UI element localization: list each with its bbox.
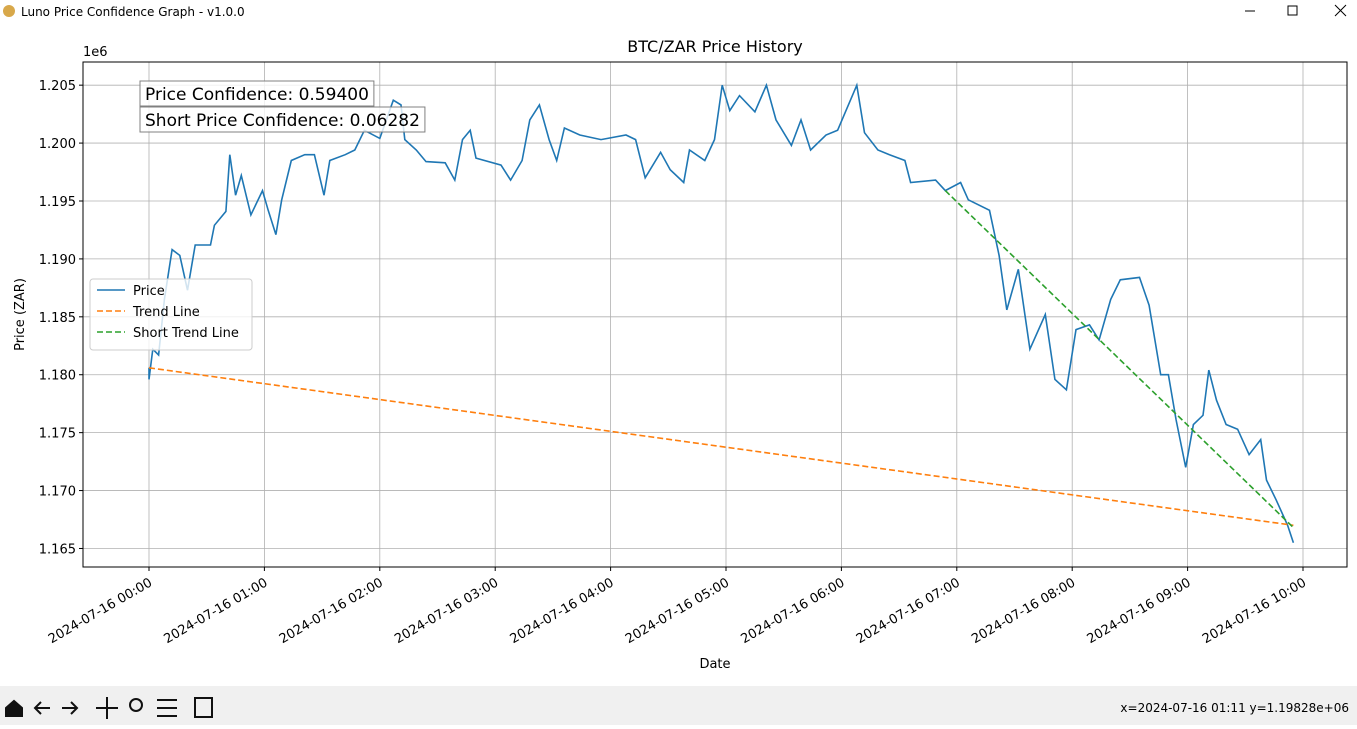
configure-button[interactable]	[157, 699, 177, 717]
forward-button[interactable]	[62, 701, 79, 715]
pan-button[interactable]	[96, 697, 118, 719]
toolbar	[0, 686, 1357, 725]
legend-label: Short Trend Line	[133, 326, 239, 341]
y-axis-label: Price (ZAR)	[13, 278, 28, 351]
series-line	[944, 190, 1294, 529]
x-tick-label: 2024-07-16 00:00	[46, 575, 155, 647]
y-tick-label: 1.170	[39, 485, 76, 500]
x-tick-label: 2024-07-16 01:00	[161, 575, 270, 647]
x-tick-label: 2024-07-16 07:00	[854, 575, 963, 647]
y-tick-label: 1.205	[39, 79, 76, 94]
save-button[interactable]	[194, 697, 213, 718]
home-button[interactable]	[5, 699, 23, 717]
legend-label: Trend Line	[132, 305, 200, 320]
x-tick-label: 2024-07-16 02:00	[277, 575, 386, 647]
y-tick-label: 1.195	[39, 195, 76, 210]
x-tick-label: 2024-07-16 09:00	[1085, 575, 1194, 647]
legend-label: Price	[133, 284, 165, 299]
x-tick-label: 2024-07-16 08:00	[969, 575, 1078, 647]
x-tick-label: 2024-07-16 06:00	[738, 575, 847, 647]
annotation-text: Short Price Confidence: 0.06282	[145, 111, 420, 131]
legend-box	[89, 278, 253, 351]
window-title: Luno Price Confidence Graph - v1.0.0	[21, 5, 245, 19]
title-bar	[0, 0, 1357, 22]
maximize-button[interactable]	[1287, 5, 1298, 16]
x-tick-label: 2024-07-16 04:00	[508, 575, 617, 647]
zoom-button[interactable]	[129, 698, 143, 712]
annotation-text: Price Confidence: 0.59400	[145, 85, 369, 105]
annotation: Short Price Confidence: 0.06282	[139, 106, 426, 133]
chart-title: BTC/ZAR Price History	[627, 37, 803, 56]
status-text: x=2024-07-16 01:11 y=1.19828e+06	[1120, 701, 1349, 715]
app-icon	[3, 5, 15, 17]
x-axis-label: Date	[699, 657, 730, 672]
x-tick-label: 2024-07-16 05:00	[623, 575, 732, 647]
y-offset-label: 1e6	[83, 45, 108, 60]
back-button[interactable]	[33, 701, 50, 715]
y-tick-label: 1.175	[39, 427, 76, 442]
annotation-box	[139, 106, 426, 133]
y-tick-label: 1.165	[39, 542, 76, 557]
y-tick-label: 1.180	[39, 369, 76, 384]
y-tick-label: 1.190	[39, 253, 76, 268]
annotation-box	[139, 80, 375, 107]
plot-frame	[82, 61, 1348, 568]
series-line	[148, 367, 1294, 527]
annotation: Price Confidence: 0.59400	[139, 80, 375, 107]
x-tick-label: 2024-07-16 03:00	[392, 575, 501, 647]
y-tick-label: 1.200	[39, 137, 76, 152]
series-line	[148, 82, 1295, 543]
close-button[interactable]	[1334, 4, 1347, 17]
y-tick-label: 1.185	[39, 311, 76, 326]
x-tick-label: 2024-07-16 10:00	[1200, 575, 1309, 647]
legend: Price Trend Line Short Trend Line	[89, 278, 253, 351]
